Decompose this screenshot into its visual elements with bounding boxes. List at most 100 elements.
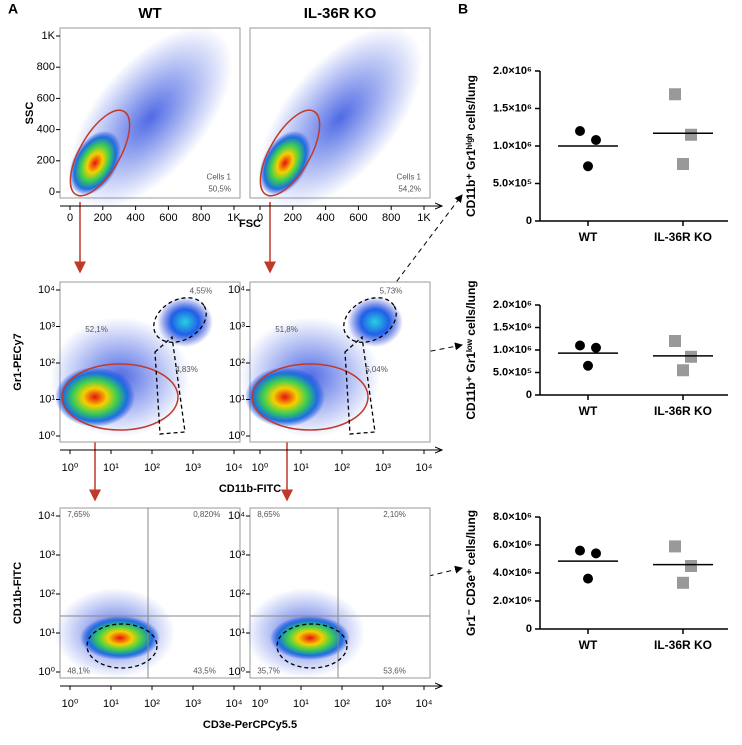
x-tick-label: 10¹ <box>293 462 309 474</box>
gate <box>153 297 207 343</box>
x-tick-label: 0 <box>67 212 73 224</box>
x-tick-label: 200 <box>94 212 112 224</box>
x-tick-label: 10³ <box>375 698 391 710</box>
gate-label: 0,820% <box>193 510 220 519</box>
flow-plot <box>249 26 431 210</box>
gate-label: 4,83% <box>175 365 198 374</box>
x-tick-label: 10⁴ <box>226 462 243 474</box>
gate <box>69 109 131 197</box>
y-tick-label: 10¹ <box>39 627 55 639</box>
y-tick-label: 400 <box>37 124 55 136</box>
density <box>245 367 325 427</box>
gate-label: Cells 1 <box>207 173 232 182</box>
x-tick-label: 800 <box>382 212 400 224</box>
dot <box>575 126 585 136</box>
gate-label: 53,6% <box>383 666 406 675</box>
y-tick-label: 1.5×10⁶ <box>493 102 532 114</box>
x-tick-label: 10³ <box>375 462 391 474</box>
y-tick-label: 10¹ <box>229 627 245 639</box>
y-tick-label: 0 <box>526 389 532 401</box>
gate-label: 54,2% <box>398 185 421 194</box>
x-tick-label: 10¹ <box>103 462 119 474</box>
x-tick-label: 0 <box>257 212 263 224</box>
y-tick-label: 10² <box>39 357 55 369</box>
x-tick-label: WT <box>579 638 598 652</box>
dot <box>685 350 697 363</box>
y-tick-label: 10⁰ <box>38 666 55 678</box>
y-tick-label: 10¹ <box>229 393 245 405</box>
density <box>347 297 403 347</box>
dot <box>575 340 585 351</box>
y-axis-label: CD11b-FITC <box>12 562 24 624</box>
x-tick-label: 400 <box>316 212 334 224</box>
x-axis-label: CD11b-FITC <box>219 483 281 495</box>
column-title: WT <box>138 5 161 22</box>
density <box>157 297 213 347</box>
y-tick-label: 0 <box>49 186 55 198</box>
x-tick-label: 600 <box>159 212 177 224</box>
y-tick-label: 10⁴ <box>228 510 245 522</box>
gate <box>86 623 158 669</box>
gate-label: 52,1% <box>85 325 108 334</box>
dot <box>685 560 697 572</box>
x-tick-label: 10⁴ <box>416 698 433 710</box>
y-axis-label: SSC <box>24 102 36 125</box>
y-tick-label: 600 <box>37 92 55 104</box>
x-tick-label: 10¹ <box>103 698 119 710</box>
y-axis-label: Gr1-PECy7 <box>12 333 24 390</box>
x-tick-label: 10⁰ <box>252 698 269 710</box>
x-tick-label: 10² <box>144 698 160 710</box>
gate-label: 4,55% <box>190 287 213 296</box>
x-tick-label: WT <box>579 404 598 418</box>
x-tick-label: 800 <box>192 212 210 224</box>
flow-plot <box>50 281 241 443</box>
x-tick-label: 1K <box>227 212 241 224</box>
y-tick-label: 10³ <box>39 320 55 332</box>
x-tick-label: IL-36R KO <box>654 230 712 244</box>
x-tick-label: 10² <box>144 462 160 474</box>
density <box>55 367 135 427</box>
gate-label: 7,65% <box>67 510 90 519</box>
y-tick-label: 10² <box>229 357 245 369</box>
y-tick-label: 10³ <box>229 320 245 332</box>
x-tick-label: 400 <box>126 212 144 224</box>
gate <box>259 109 321 197</box>
dot <box>583 360 593 371</box>
y-tick-label: 8.0×10⁶ <box>493 511 532 523</box>
x-tick-label: 10¹ <box>293 698 309 710</box>
x-tick-label: 1K <box>417 212 431 224</box>
y-tick-label: 10⁴ <box>228 284 245 296</box>
y-axis-label: CD11b⁺ Gr1ˡᵒʷ cells/lung <box>464 280 478 419</box>
dot <box>583 161 593 172</box>
x-tick-label: 10⁰ <box>252 462 269 474</box>
dot <box>677 158 689 170</box>
y-tick-label: 10¹ <box>39 393 55 405</box>
gate <box>343 297 397 343</box>
dot <box>669 540 681 553</box>
y-tick-label: 10⁰ <box>228 430 245 442</box>
gate-label: 51,8% <box>275 325 298 334</box>
x-tick-label: 600 <box>349 212 367 224</box>
y-tick-label: 800 <box>37 61 55 73</box>
gate <box>344 335 376 435</box>
y-tick-label: 0 <box>526 215 532 227</box>
panel-label: B <box>458 1 468 17</box>
column-title: IL-36R KO <box>304 5 377 22</box>
x-axis-label: CD3e-PerCPCy5.5 <box>203 719 297 731</box>
x-tick-label: IL-36R KO <box>654 404 712 418</box>
dot <box>591 342 601 353</box>
flow-plot <box>55 507 241 679</box>
y-tick-label: 1K <box>42 30 56 42</box>
y-axis-label: CD11b⁺ Gr1ʰⁱᵍʰ cells/lung <box>464 75 478 217</box>
y-tick-label: 10³ <box>39 549 55 561</box>
x-tick-label: 200 <box>284 212 302 224</box>
gate-label: 50,5% <box>208 185 231 194</box>
gate <box>61 363 179 431</box>
y-tick-label: 10⁰ <box>38 430 55 442</box>
y-tick-label: 10² <box>229 588 245 600</box>
y-tick-label: 200 <box>37 155 55 167</box>
dot <box>669 335 681 347</box>
y-tick-label: 5.0×10⁵ <box>493 366 532 378</box>
gate-label: 43,5% <box>193 666 216 675</box>
